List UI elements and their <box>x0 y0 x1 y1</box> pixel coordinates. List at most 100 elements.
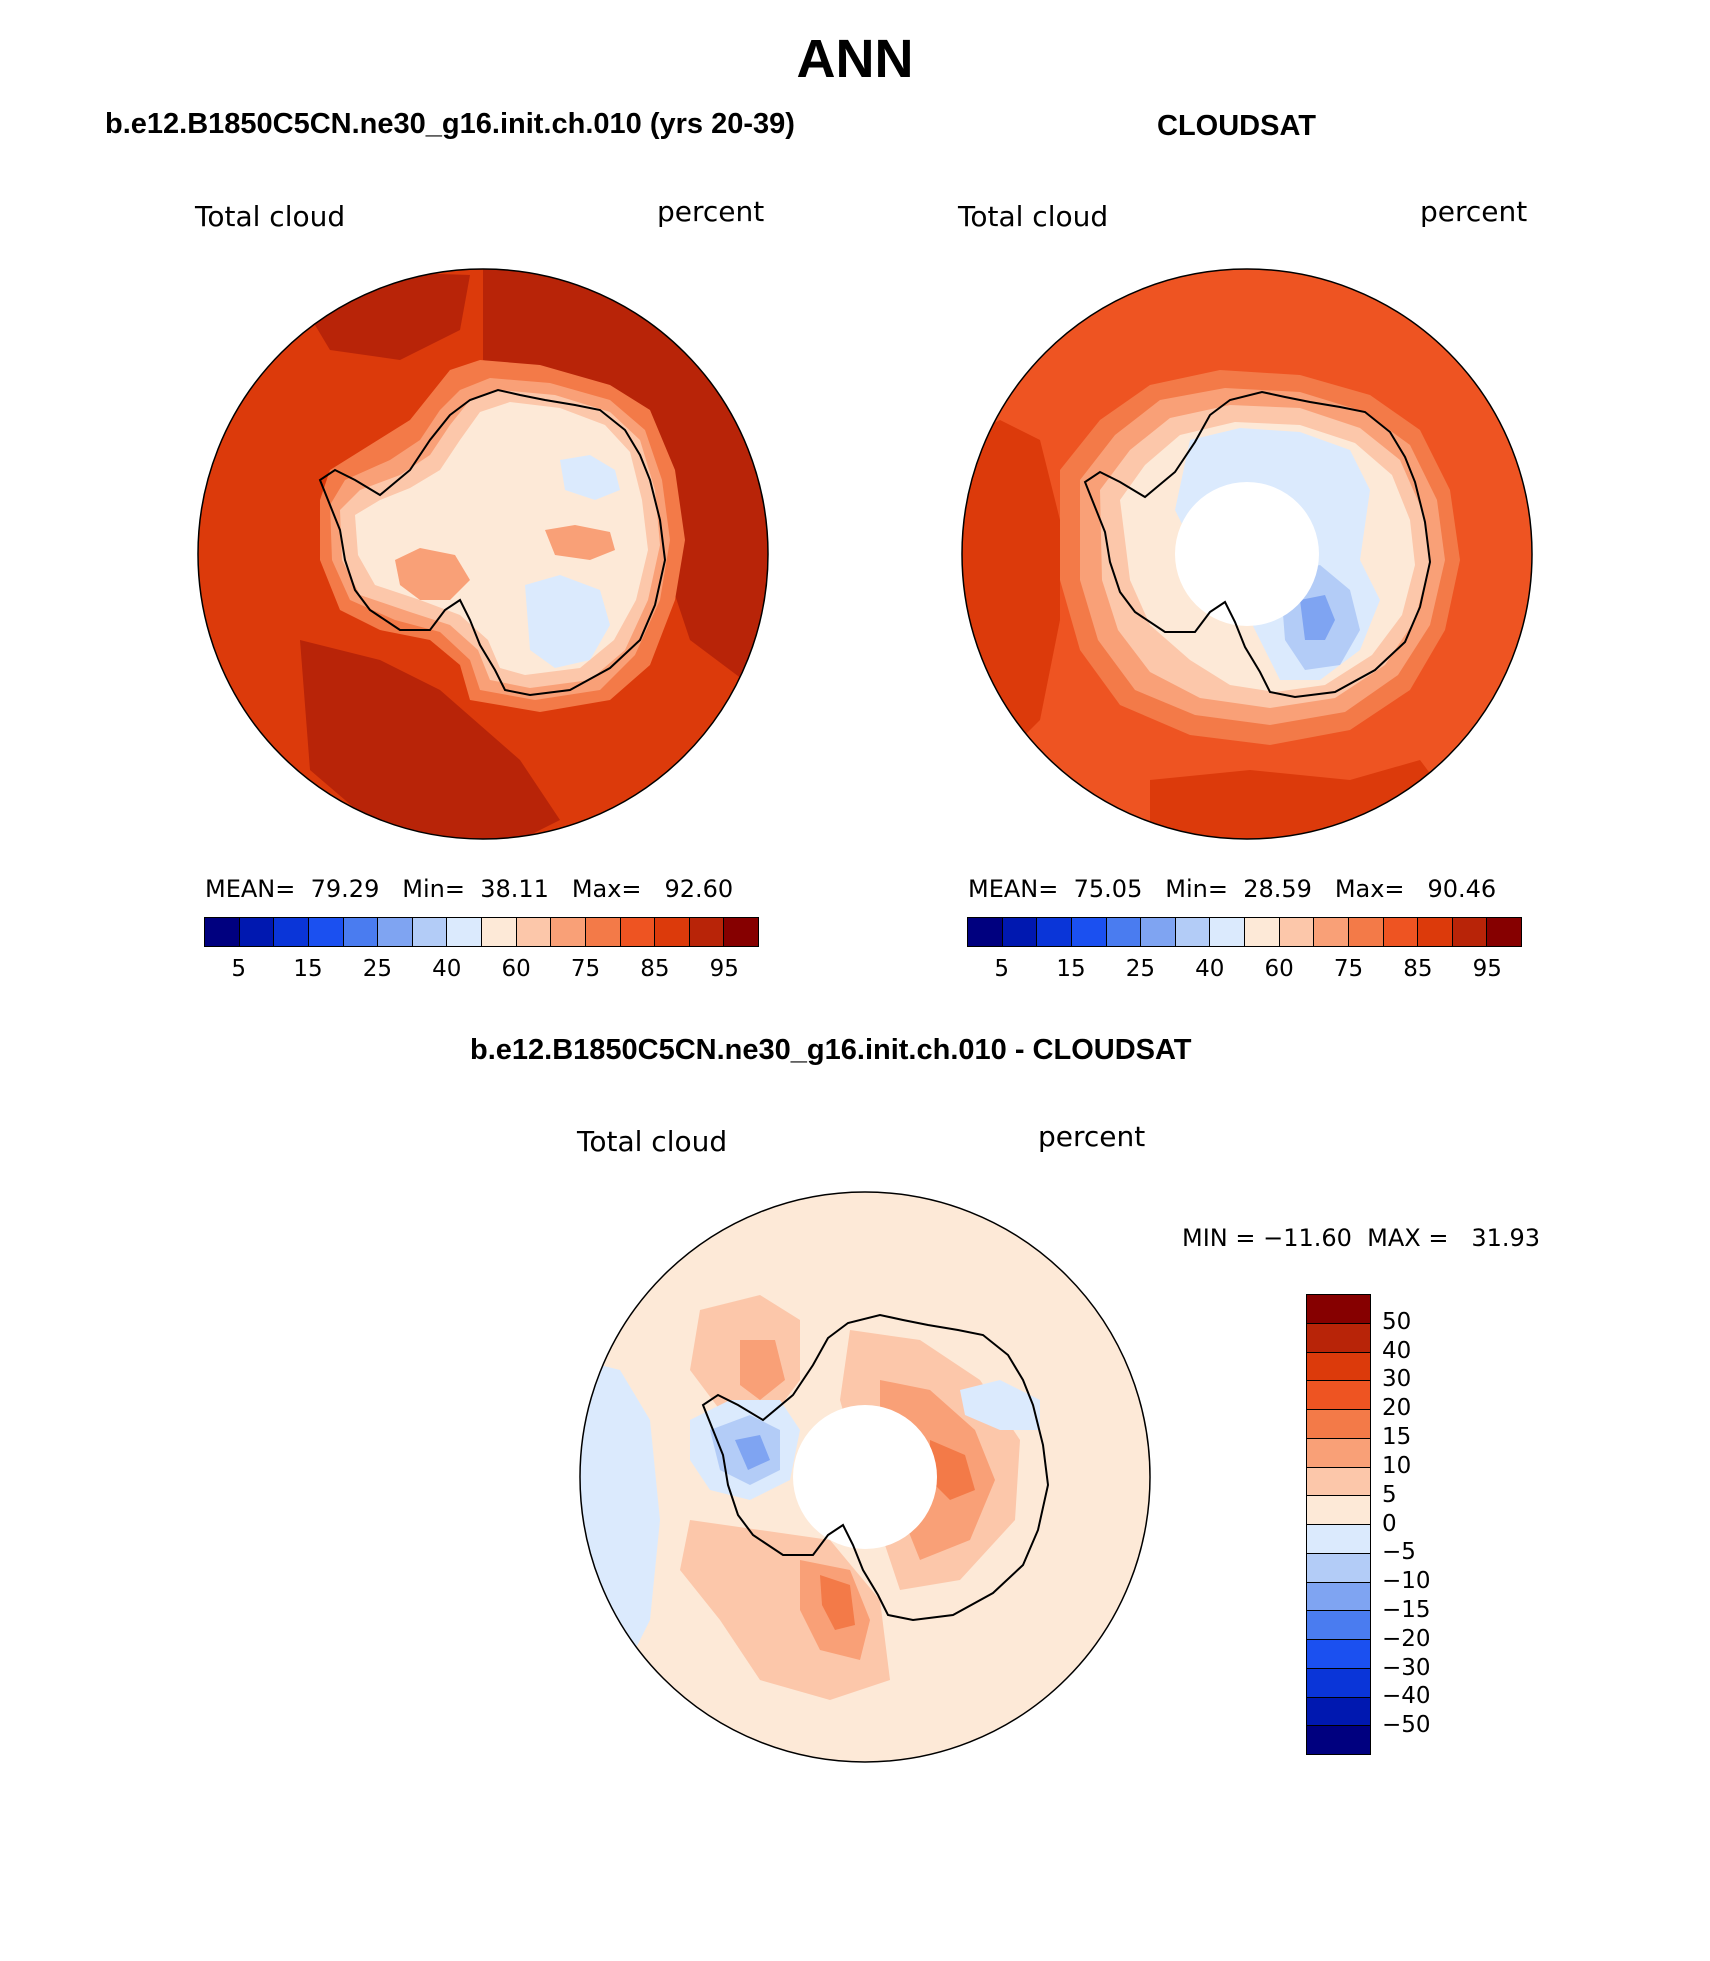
colorbar-tick-label: 0 <box>1382 1510 1397 1537</box>
colorbar-swatch <box>723 918 758 946</box>
mean-label: MEAN= <box>968 875 1059 903</box>
colorbar-swatch <box>1307 1495 1370 1524</box>
colorbar-tick-label: 95 <box>1472 956 1502 982</box>
colorbar-tick-label: 50 <box>1382 1308 1412 1335</box>
colorbar-swatch <box>205 918 239 946</box>
colorbar-swatch <box>1307 1322 1370 1352</box>
max-label: Max= <box>1334 875 1405 903</box>
colorbar-tick-label: 20 <box>1382 1395 1412 1422</box>
blue-region-northeast <box>960 1380 1040 1430</box>
colorbar-tick-label: 5 <box>231 956 246 982</box>
colorbar-swatch <box>273 918 308 946</box>
colorbar-tick-label: 10 <box>1382 1452 1412 1479</box>
colorbar-swatch <box>1036 918 1071 946</box>
missing-data-hole <box>1175 482 1319 626</box>
colorbar-swatch <box>377 918 412 946</box>
panel-3-minmax: MIN = −11.60 MAX = 31.93 <box>1182 1224 1541 1252</box>
colorbar-tick-label: 25 <box>362 956 393 982</box>
blue-region-peninsula-core <box>735 1435 770 1470</box>
panel-3-variable-label: Total cloud <box>577 1125 728 1158</box>
colorbar-swatch <box>688 918 724 946</box>
min-label: Min= <box>402 875 465 903</box>
colorbar-swatch <box>411 918 447 946</box>
colorbar-swatch <box>1307 1380 1370 1409</box>
colorbar-swatch <box>654 918 689 946</box>
colorbar-swatch <box>446 918 481 946</box>
colorbar-tick-label: 5 <box>1382 1481 1397 1508</box>
red-region-northwest-core <box>740 1340 785 1400</box>
red-blob-east <box>545 525 615 560</box>
map-panel-1 <box>198 269 768 839</box>
colorbar-panel-1-ticks: 5 15 25 40 60 75 85 95 <box>204 956 759 986</box>
colorbar-swatch <box>1105 918 1141 946</box>
colorbar-swatch <box>1307 1667 1370 1697</box>
min-value: 28.59 <box>1243 875 1312 903</box>
colorbar-swatch <box>1307 1524 1370 1553</box>
colorbar-swatch <box>584 918 620 946</box>
colorbar-swatch <box>1307 1295 1370 1323</box>
panel-3-units-label: percent <box>1038 1120 1146 1153</box>
colorbar-swatch <box>1140 918 1175 946</box>
map-border-panel-3 <box>579 1191 1151 1763</box>
colorbar-tick-label: −40 <box>1382 1683 1431 1710</box>
colorbar-panel-3-ticks: 50 40 30 20 15 10 5 0 −5 −10 −15 −20 −30 −40 −50 <box>1382 1294 1482 1755</box>
colorbar-swatch <box>1070 918 1106 946</box>
colorbar-swatch <box>550 918 585 946</box>
colorbar-swatch <box>515 918 551 946</box>
dark-region-south <box>300 640 560 839</box>
colorbar-tick-label: −50 <box>1382 1712 1431 1739</box>
red-region-south <box>680 1520 890 1700</box>
colorbar-tick-label: −15 <box>1382 1596 1431 1623</box>
colorbar-swatch <box>1307 1409 1370 1438</box>
colorbar-swatch <box>1307 1639 1370 1668</box>
colorbar-swatch <box>1307 1437 1370 1467</box>
panel-1-title: b.e12.B1850C5CN.ne30_g16.init.ch.010 (yr… <box>105 108 795 140</box>
colorbar-swatch <box>1417 918 1452 946</box>
min-value: 38.11 <box>480 875 549 903</box>
red-region-south-core <box>820 1575 855 1630</box>
coastline-antarctica <box>318 388 667 697</box>
map-panel-3 <box>580 1192 1150 1762</box>
colorbar-tick-label: 60 <box>1264 956 1294 982</box>
colorbar-swatch <box>619 918 655 946</box>
panel-2-stats: MEAN= 75.05 Min= 28.59 Max= 90.46 <box>968 875 1496 903</box>
coastline-antarctica <box>1083 390 1432 699</box>
colorbar-tick-label: −10 <box>1382 1568 1431 1595</box>
map-panel-2 <box>962 269 1532 839</box>
colorbar-swatch <box>1001 918 1037 946</box>
colorbar-swatch <box>1307 1581 1370 1611</box>
panel-2-variable-label: Total cloud <box>958 200 1109 233</box>
colorbar-swatch <box>1307 1351 1370 1381</box>
colorbar-swatch <box>1382 918 1418 946</box>
colorbar-swatch <box>238 918 274 946</box>
panel-1-variable-label: Total cloud <box>195 200 346 233</box>
colorbar-tick-label: −20 <box>1382 1625 1431 1652</box>
colorbar-swatch <box>1307 1466 1370 1496</box>
colorbar-panel-2 <box>967 917 1522 947</box>
colorbar-tick-label: −5 <box>1382 1539 1416 1566</box>
colorbar-swatch <box>1174 918 1210 946</box>
colorbar-tick-label: 40 <box>432 956 462 982</box>
max-value: 90.46 <box>1427 875 1497 903</box>
colorbar-panel-1 <box>204 917 759 947</box>
blue-region-east <box>560 455 620 500</box>
mean-value: 75.05 <box>1073 875 1143 903</box>
map-border-panel-1 <box>197 268 769 840</box>
colorbar-swatch <box>307 918 343 946</box>
colorbar-swatch <box>1307 1610 1370 1639</box>
colorbar-swatch <box>342 918 378 946</box>
colorbar-panel-2-ticks: 5 15 25 40 60 75 85 95 <box>967 956 1522 986</box>
colorbar-tick-label: 40 <box>1382 1337 1412 1364</box>
colorbar-swatch <box>1451 918 1487 946</box>
red-blob-center-west <box>395 548 470 600</box>
colorbar-tick-label: 75 <box>1333 956 1364 982</box>
colorbar-tick-label: 60 <box>501 956 531 982</box>
colorbar-tick-label: 30 <box>1382 1366 1412 1393</box>
colorbar-swatch <box>1307 1552 1370 1582</box>
max-value: 92.60 <box>664 875 734 903</box>
colorbar-swatch <box>968 918 1002 946</box>
colorbar-tick-label: 75 <box>570 956 601 982</box>
blue-region-3 <box>1300 595 1335 640</box>
colorbar-tick-label: 15 <box>1056 956 1086 982</box>
coastline-antarctica <box>701 1313 1050 1622</box>
